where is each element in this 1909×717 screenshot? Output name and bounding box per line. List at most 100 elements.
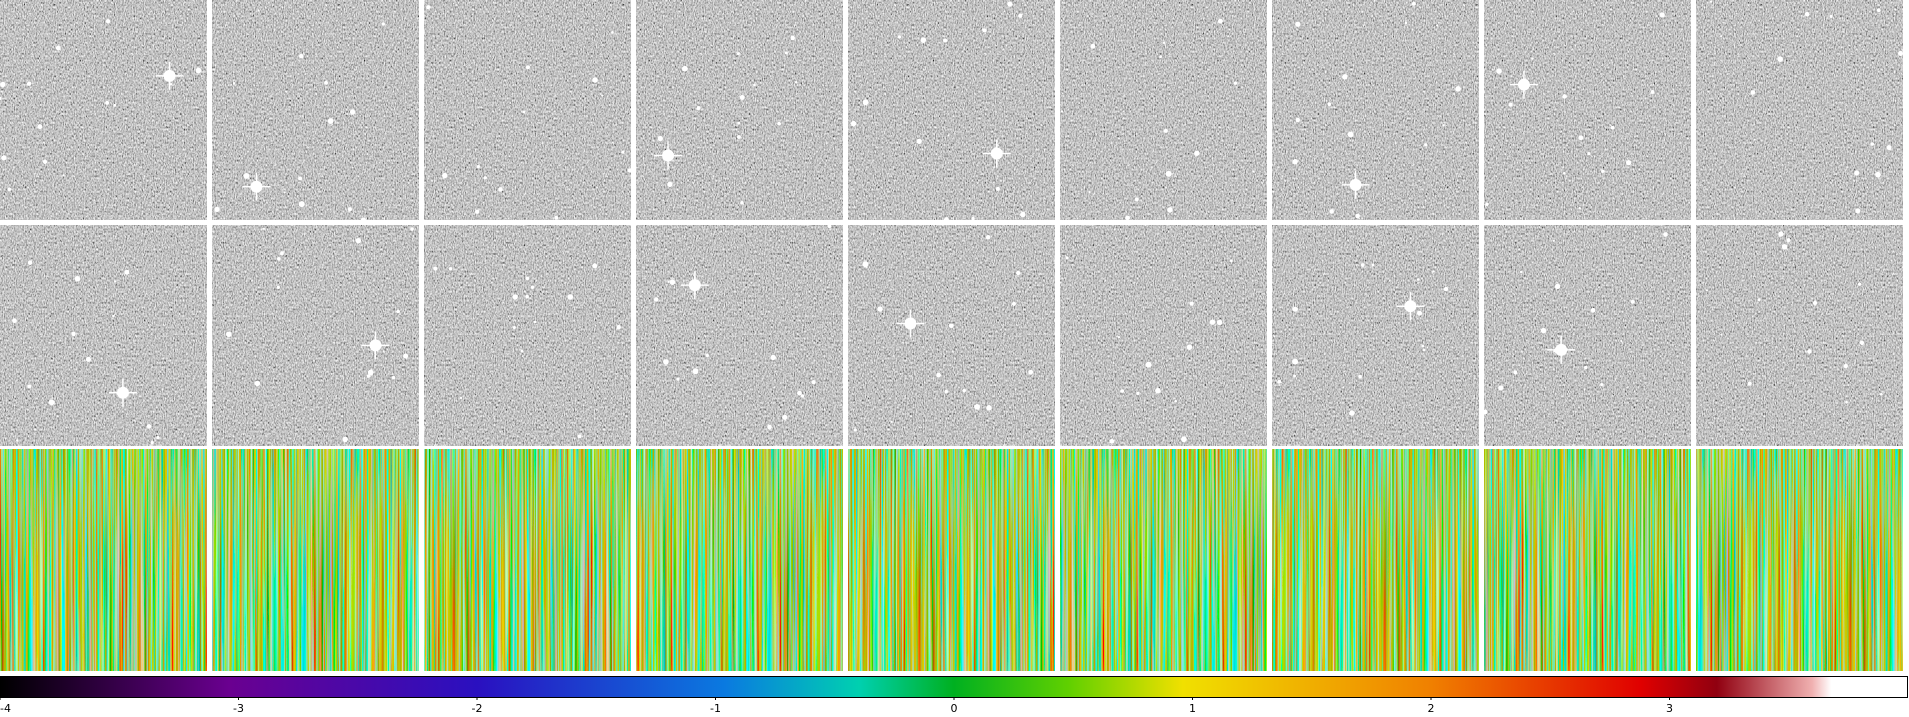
star (627, 168, 632, 173)
star (1663, 232, 1668, 237)
star (1162, 41, 1166, 45)
sky-image (1696, 0, 1903, 220)
star (877, 306, 883, 312)
star (1786, 238, 1791, 243)
star (55, 45, 61, 51)
star (601, 94, 604, 97)
star (298, 201, 305, 208)
star (1590, 307, 1596, 313)
star (474, 209, 480, 214)
star (254, 380, 261, 387)
sky-image (1696, 225, 1903, 446)
star (784, 51, 788, 55)
star (476, 164, 481, 169)
star (696, 106, 701, 111)
star (150, 440, 154, 445)
star (1028, 369, 1034, 375)
sky-image (848, 0, 1055, 220)
colorbar-tick-label: -4 (0, 702, 11, 715)
star (1620, 339, 1623, 343)
star (355, 237, 362, 244)
star (1136, 391, 1140, 395)
star (1610, 125, 1615, 130)
star (483, 176, 487, 180)
star (498, 187, 503, 192)
star (800, 394, 805, 398)
star (1578, 206, 1581, 210)
star (214, 206, 220, 213)
residual-image (1484, 449, 1691, 671)
star (1421, 344, 1425, 348)
sky-image (0, 225, 207, 446)
star (890, 420, 893, 424)
star (156, 435, 160, 440)
star (692, 368, 699, 375)
star (943, 38, 948, 43)
colorbar (0, 676, 1908, 698)
sky-image (212, 225, 419, 446)
star (276, 285, 280, 289)
star (1753, 138, 1756, 141)
star (1159, 55, 1163, 59)
sky-image (848, 225, 1055, 446)
star (277, 257, 281, 261)
star (944, 389, 949, 394)
star (853, 428, 857, 432)
star (1778, 231, 1784, 237)
star (1659, 12, 1665, 18)
star (1812, 300, 1818, 306)
star (512, 325, 516, 330)
sky-image (1060, 225, 1267, 446)
sky-image (1060, 0, 1267, 220)
sky-image (1272, 225, 1479, 446)
star (1531, 57, 1534, 60)
star (1898, 50, 1904, 56)
colorbar-tick-label: 3 (1666, 702, 1673, 715)
star (1859, 340, 1865, 345)
star (1277, 379, 1282, 384)
star (1562, 94, 1567, 99)
star (1485, 202, 1489, 207)
star (1292, 158, 1298, 165)
star (85, 356, 92, 362)
residual-image (0, 449, 207, 671)
sky-image (1484, 0, 1691, 220)
star (739, 94, 745, 100)
star (1109, 438, 1115, 444)
star (1189, 301, 1194, 306)
star (243, 173, 250, 179)
star (530, 285, 535, 290)
star (1442, 124, 1445, 127)
star (1625, 159, 1632, 166)
star (1416, 310, 1423, 316)
sky-image (424, 0, 631, 220)
star (342, 436, 348, 443)
star (1650, 90, 1655, 94)
star (1747, 381, 1752, 386)
star (1295, 117, 1300, 123)
star (1411, 1, 1416, 6)
star (522, 110, 526, 114)
star (391, 375, 396, 380)
star (1011, 301, 1016, 306)
star (1777, 56, 1783, 62)
star (347, 207, 353, 212)
star (1630, 299, 1635, 304)
star (0, 81, 6, 88)
star (0, 96, 2, 100)
star (533, 320, 537, 324)
star (1519, 270, 1523, 274)
star (1845, 400, 1848, 404)
star (862, 99, 869, 106)
star (27, 384, 32, 389)
colorbar-tick-label: 2 (1428, 702, 1435, 715)
star (298, 176, 303, 181)
star (7, 187, 12, 192)
star (1600, 383, 1604, 387)
star (1432, 270, 1435, 273)
star (1, 155, 7, 161)
star (37, 124, 43, 130)
star (1482, 409, 1488, 415)
sky-image (0, 0, 207, 220)
star (753, 83, 756, 87)
